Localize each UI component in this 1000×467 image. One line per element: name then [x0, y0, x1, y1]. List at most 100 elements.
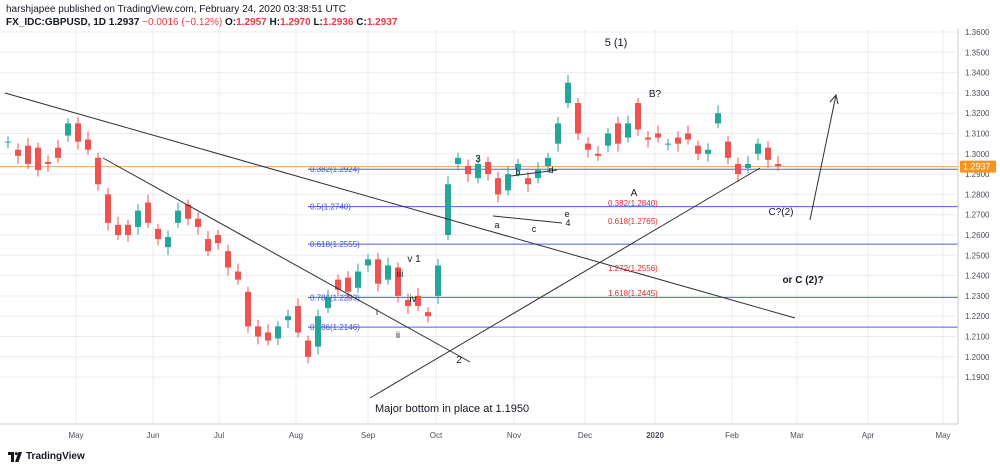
- price-axis-label: 1.2700: [965, 211, 990, 220]
- candle-body: [665, 143, 671, 145]
- price-change: −0.0016 (−0.12%): [142, 17, 223, 28]
- wave-label-wd: d: [548, 165, 553, 175]
- wave-b-d-line: [510, 169, 558, 177]
- chart-grid: [0, 28, 958, 424]
- projection-label: 1.272(1.2556): [608, 264, 658, 273]
- candle-body: [315, 316, 321, 347]
- tradingview-logo-icon: [8, 451, 22, 462]
- candle-body: [75, 123, 81, 142]
- price-axis-label: 1.3600: [965, 28, 990, 37]
- candle-body: [765, 147, 771, 160]
- price-axis-label: 1.3400: [965, 69, 990, 78]
- time-axis-label: Oct: [430, 431, 443, 440]
- candle-body: [65, 123, 71, 136]
- candle-body: [355, 271, 361, 288]
- time-axis-label: May: [935, 431, 950, 440]
- projection-label: 0.618(1.2765): [608, 217, 658, 226]
- candle-body: [545, 157, 551, 166]
- tradingview-brand[interactable]: TradingView: [8, 451, 85, 462]
- price-axis-label: 1.2000: [965, 353, 990, 362]
- wave-label-w4: 4: [565, 218, 570, 228]
- candle-body: [345, 277, 351, 292]
- candle-body: [335, 279, 341, 290]
- candle-body: [455, 157, 461, 164]
- candle-body: [305, 340, 311, 357]
- price-axis-label: 1.1900: [965, 373, 990, 382]
- wave-label-iii: iii: [397, 269, 404, 280]
- price-axis-label: 1.2800: [965, 190, 990, 199]
- candle-body: [725, 141, 731, 158]
- time-axis-label: Dec: [578, 431, 592, 440]
- price-axis-label: 1.2900: [965, 170, 990, 179]
- candle-body: [405, 299, 411, 307]
- price-tag: 1.2937: [960, 160, 996, 173]
- candle-body: [495, 178, 501, 195]
- candle-body: [625, 123, 631, 138]
- candle-body: [675, 137, 681, 144]
- wave-label-a_big: A: [631, 188, 638, 199]
- candle-body: [85, 139, 91, 150]
- time-axis-label: Jun: [147, 431, 160, 440]
- candle-body: [185, 204, 191, 219]
- wave-label-b: B?: [649, 89, 662, 100]
- candle-body: [485, 161, 491, 175]
- uptrend-line: [369, 167, 761, 399]
- candle-body: [145, 202, 151, 223]
- wave-label-v1: v 1: [407, 254, 421, 265]
- wave-label-wa: a: [494, 220, 499, 230]
- candle-body: [45, 161, 51, 164]
- low-label: L:: [313, 17, 323, 28]
- candle-body: [95, 157, 101, 185]
- current-price: 1.2937: [108, 17, 140, 28]
- price-axis: 1.3600 1.3500 1.3400 1.3300 1.3200 1.3100 1.30…: [957, 28, 990, 424]
- candle-body: [245, 291, 251, 327]
- candle-body: [735, 163, 741, 175]
- price-axis-label: 1.2500: [965, 251, 990, 260]
- fib-level-label: 0.618(1.2555): [310, 240, 360, 249]
- candle-body: [365, 259, 371, 266]
- price-axis-label: 1.3200: [965, 109, 990, 118]
- price-axis-label: 1.2400: [965, 272, 990, 281]
- time-axis-label: Apr: [862, 431, 875, 440]
- candle-body: [35, 147, 41, 171]
- candle-body: [475, 163, 481, 179]
- fib-level-label: 0.382(1.2924): [310, 165, 360, 174]
- price-tag-background: [960, 160, 996, 173]
- candle-body: [755, 143, 761, 154]
- time-axis: May Jun Jul Aug Sep Oct Nov Dec 2020 Feb Mar Apr May: [0, 423, 958, 440]
- wave-label-orc: or C (2)?: [782, 275, 823, 286]
- candle-body: [635, 103, 641, 130]
- trend-lines: [4, 92, 839, 399]
- wave-label-iv: iv: [409, 294, 416, 305]
- fib-level-label: 0.886(1.2146): [310, 323, 360, 332]
- price-axis-label: 1.2300: [965, 292, 990, 301]
- publish-info: harshjapee published on TradingView.com,…: [6, 4, 347, 15]
- price-axis-label: 1.3500: [965, 48, 990, 57]
- wave-label-wc: c: [532, 224, 537, 234]
- wave-label-w3: 3: [475, 154, 481, 165]
- fib-level-label: 0.5(1.2740): [310, 203, 351, 212]
- time-axis-label: Sep: [361, 431, 376, 440]
- candle-body: [195, 218, 201, 227]
- wave-label-w2: 2: [456, 355, 462, 366]
- time-axis-label: 2020: [646, 431, 664, 440]
- candle-body: [745, 163, 751, 169]
- candle-body: [415, 295, 421, 307]
- high-label: H:: [269, 17, 281, 28]
- candle-body: [375, 259, 381, 284]
- candle-body: [55, 147, 61, 158]
- projection-label: 1.618(1.2445): [608, 289, 658, 298]
- high-value: 1.2970: [280, 17, 311, 28]
- symbol-ohlc-line: FX_IDC:GBPUSD, 1D 1.2937 −0.0016 (−0.12%…: [6, 17, 397, 28]
- candle-body: [775, 163, 781, 166]
- time-axis-label: May: [68, 431, 83, 440]
- candle-body: [115, 224, 121, 235]
- time-axis-label: Feb: [725, 431, 739, 440]
- candle-body: [505, 174, 511, 191]
- candle-body: [165, 237, 171, 248]
- wave-label-top: 5 (1): [605, 37, 628, 49]
- low-value: 1.2936: [322, 17, 354, 28]
- candle-body: [525, 178, 531, 185]
